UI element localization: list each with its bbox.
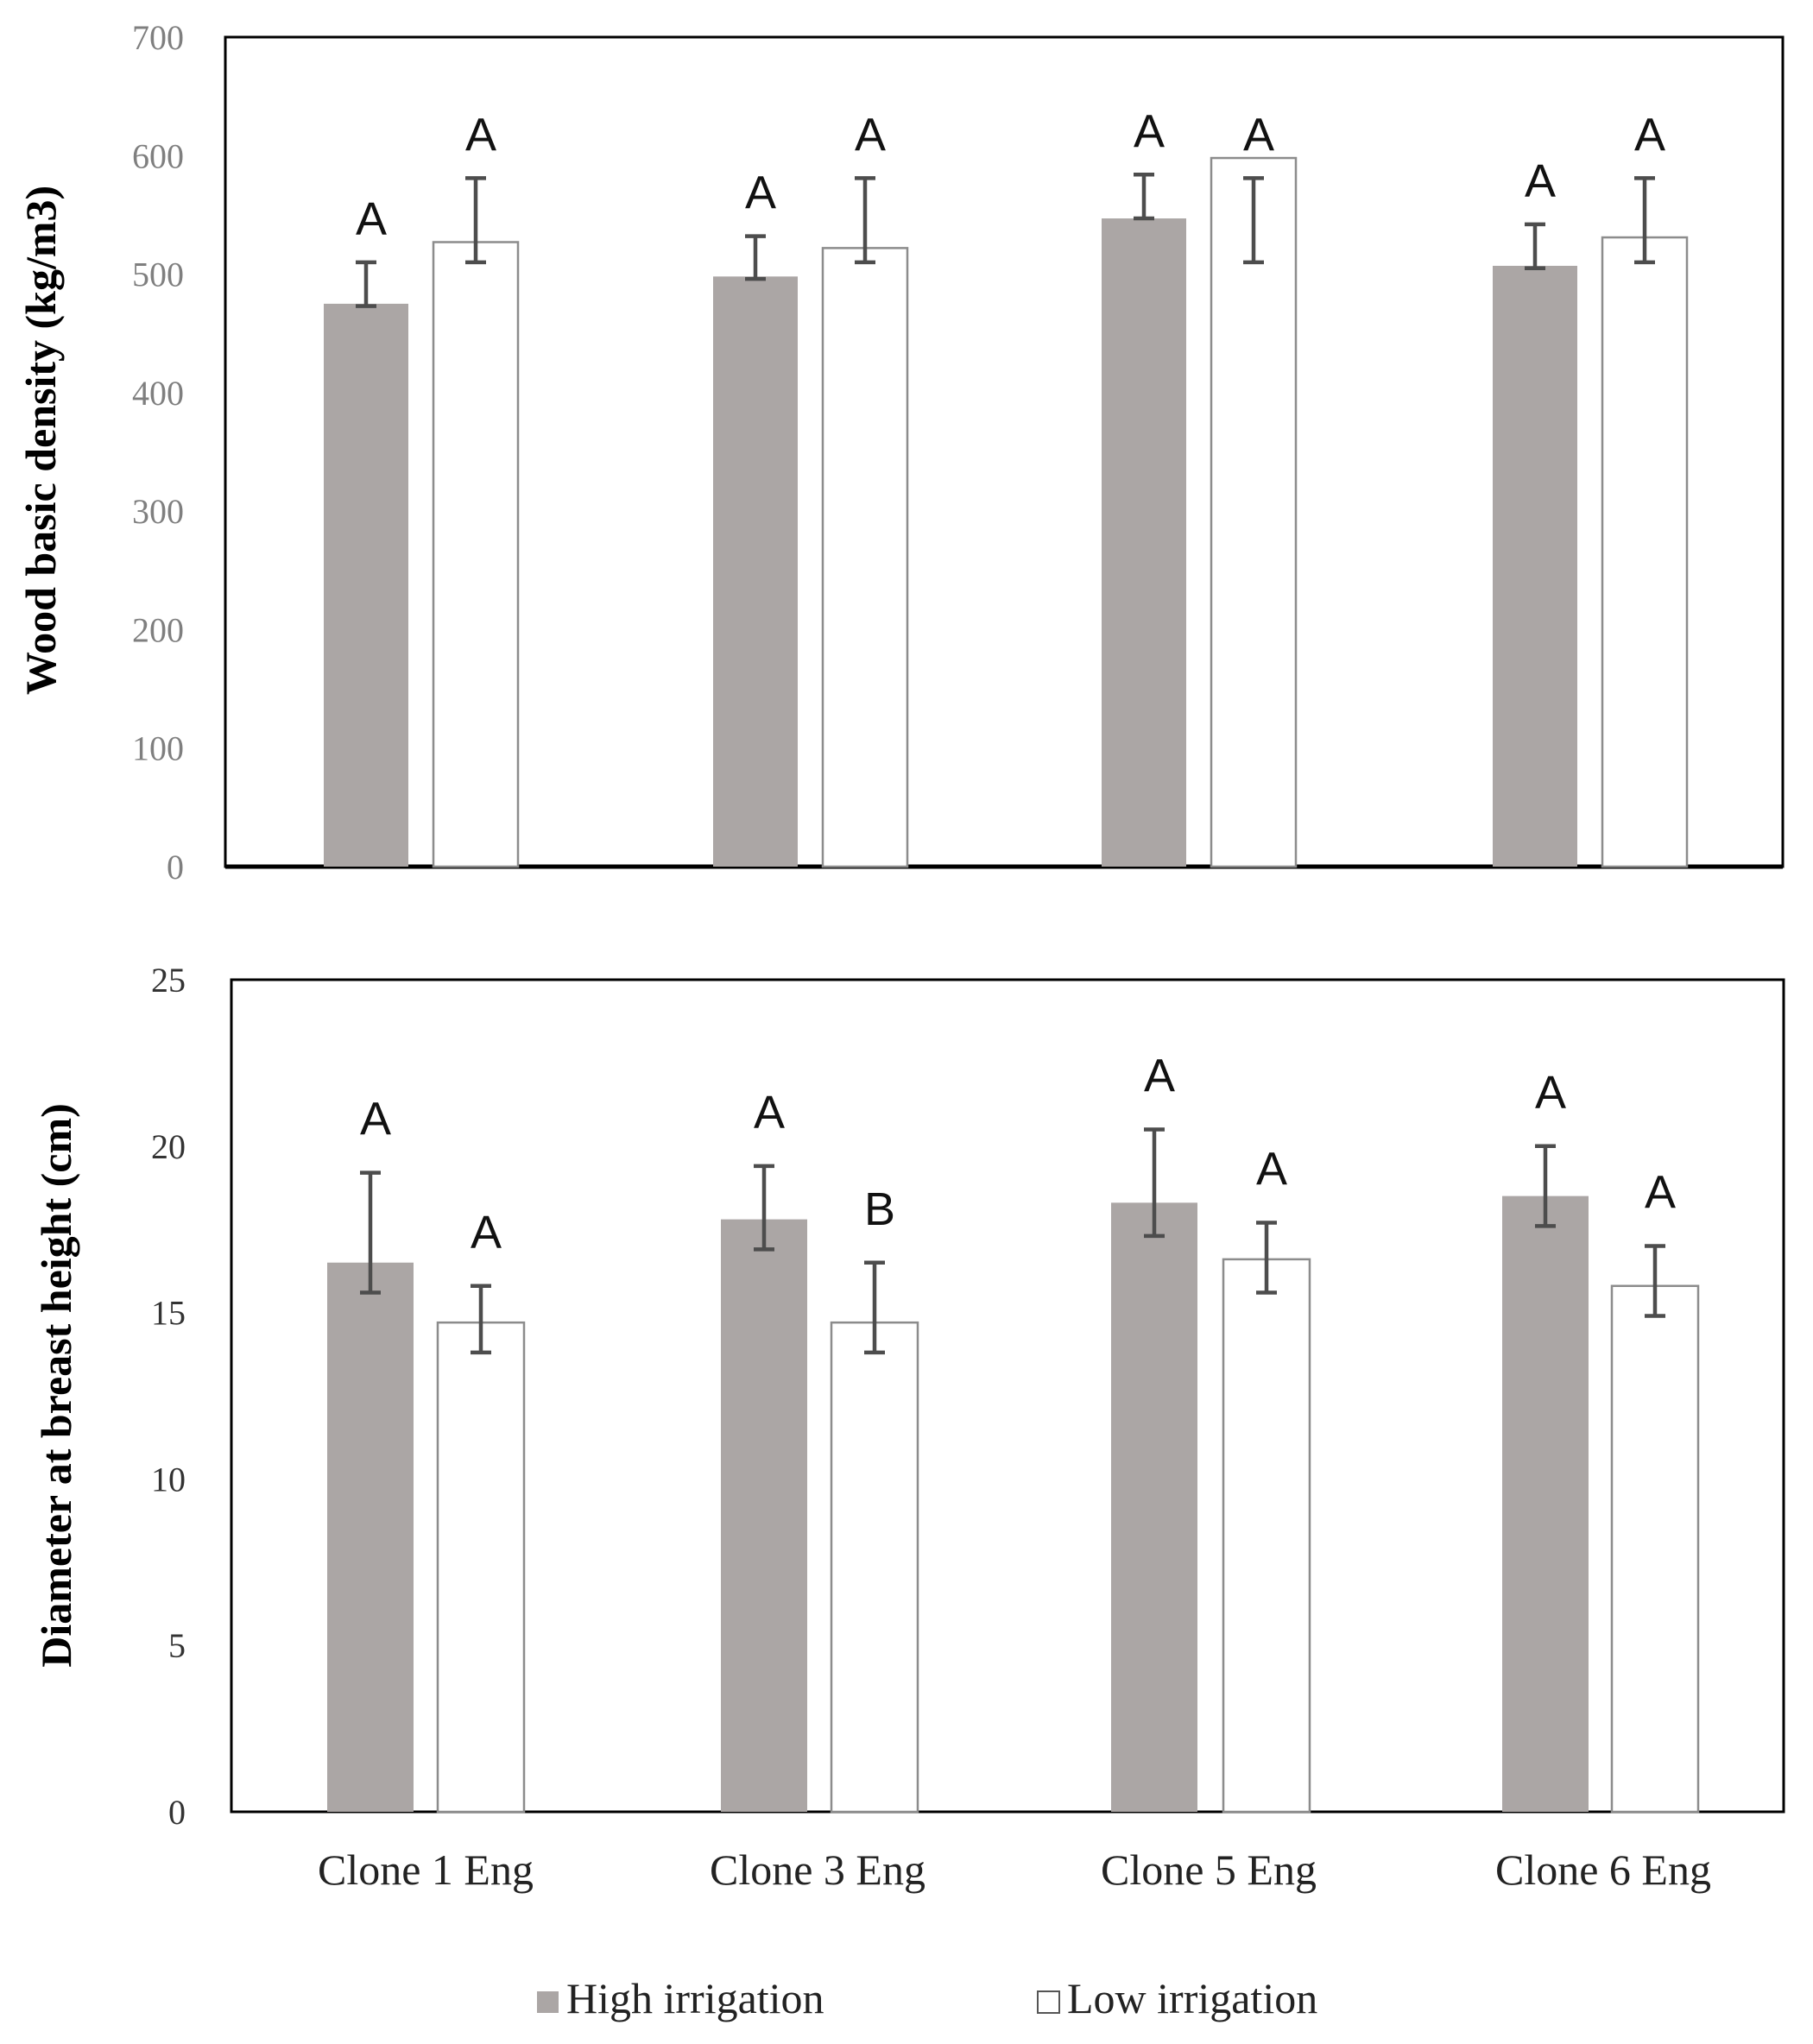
legend-swatch-low-irrigation <box>1037 1990 1060 2014</box>
density-y-tick-label: 300 <box>132 492 184 531</box>
category-label: Clone 3 Eng <box>710 1845 925 1894</box>
dbh-error-bar <box>1256 1221 1277 1295</box>
dbh-significance-letter: B <box>864 1183 895 1235</box>
dbh-y-tick-label: 20 <box>151 1127 186 1166</box>
dbh-error-bar <box>1645 1244 1665 1318</box>
density-significance-letter: A <box>1134 105 1165 157</box>
dbh-significance-letter: A <box>471 1207 502 1259</box>
dbh-significance-letter: A <box>1256 1143 1287 1195</box>
density-error-bar <box>1525 222 1545 270</box>
density-error-bar <box>745 234 766 281</box>
category-label: Clone 5 Eng <box>1101 1845 1317 1894</box>
density-y-tick-label: 500 <box>132 256 184 294</box>
density-bar-high-irrigation <box>324 303 408 867</box>
density-chart: Wood basic density (kg/m3) 0 100 200 300 400… <box>16 18 1785 886</box>
density-bar-high-irrigation <box>1102 218 1186 867</box>
density-y-tick-label: 600 <box>132 136 184 175</box>
density-bar-high-irrigation <box>1493 265 1577 867</box>
density-y-tick-label: 100 <box>132 729 184 768</box>
density-significance-letter: A <box>855 109 886 161</box>
category-labels: Clone 1 Eng Clone 3 Eng Clone 5 Eng Clon… <box>318 1845 1711 1894</box>
density-error-bar <box>1634 176 1655 265</box>
dbh-significance-letter: A <box>1144 1050 1175 1102</box>
dbh-y-tick-label: 0 <box>168 1793 186 1832</box>
density-significance-letter: A <box>1525 155 1556 207</box>
dbh-significance-letter: A <box>754 1087 785 1139</box>
dbh-bar-low-irrigation <box>1610 1284 1700 1814</box>
density-y-axis-title: Wood basic density (kg/m3) <box>16 186 65 695</box>
density-y-tick-label: 400 <box>132 374 184 413</box>
legend-swatch-high-irrigation <box>537 1991 559 2013</box>
dbh-plot-frame <box>230 978 1785 1814</box>
dbh-error-bar <box>754 1164 774 1252</box>
density-bar-low-irrigation <box>1210 156 1298 868</box>
category-label: Clone 1 Eng <box>318 1845 534 1894</box>
dbh-error-bar <box>360 1170 381 1295</box>
dbh-significance-letter: A <box>1535 1067 1566 1119</box>
legend-label-low-irrigation: Low irrigation <box>1067 1974 1317 2022</box>
legend-label-high-irrigation: High irrigation <box>566 1974 824 2022</box>
dbh-significance-letter: A <box>360 1094 391 1145</box>
dbh-significance-letter: A <box>1645 1166 1676 1218</box>
dbh-y-tick-label: 10 <box>151 1460 186 1498</box>
dbh-y-tick-label: 25 <box>151 961 186 1000</box>
category-label: Clone 6 Eng <box>1495 1845 1711 1894</box>
density-bar-high-irrigation <box>713 276 798 867</box>
legend: High irrigation Low irrigation <box>537 1974 1317 2022</box>
dbh-error-bar <box>1144 1127 1165 1239</box>
density-significance-letter: A <box>1243 109 1274 161</box>
density-bar-low-irrigation <box>432 241 520 868</box>
density-significance-letter: A <box>745 167 776 219</box>
density-error-bar <box>465 176 486 265</box>
density-significance-letter: A <box>465 109 496 161</box>
density-bar-low-irrigation <box>821 247 909 868</box>
dbh-bar-low-irrigation <box>1222 1258 1311 1814</box>
dbh-error-bar <box>864 1260 885 1355</box>
dbh-bar-high-irrigation <box>721 1219 807 1812</box>
density-error-bar <box>1243 176 1264 265</box>
dbh-bar-low-irrigation <box>436 1321 526 1814</box>
dbh-bar-low-irrigation <box>830 1321 919 1814</box>
dbh-y-tick-label: 15 <box>151 1294 186 1333</box>
density-y-tick-label: 200 <box>132 610 184 649</box>
dbh-bar-high-irrigation <box>1502 1195 1589 1812</box>
density-bar-low-irrigation <box>1601 236 1689 868</box>
dbh-error-bar <box>471 1284 491 1355</box>
density-significance-letter: A <box>1634 109 1665 161</box>
density-y-tick-label: 700 <box>132 18 184 57</box>
dbh-y-axis-title: Diameter at breast height (cm) <box>32 1103 80 1668</box>
density-error-bar <box>356 260 376 308</box>
density-significance-letter: A <box>356 193 387 245</box>
density-error-bar <box>1134 173 1154 221</box>
dbh-bar-high-irrigation <box>327 1262 414 1812</box>
density-error-bar <box>855 176 875 265</box>
dbh-bar-high-irrigation <box>1111 1202 1197 1812</box>
dbh-error-bar <box>1535 1144 1556 1228</box>
dbh-y-tick-label: 5 <box>168 1626 186 1665</box>
dbh-chart: Diameter at breast height (cm) 0 5 10 15 20 2… <box>32 961 1785 1832</box>
density-y-tick-label: 0 <box>167 848 184 886</box>
